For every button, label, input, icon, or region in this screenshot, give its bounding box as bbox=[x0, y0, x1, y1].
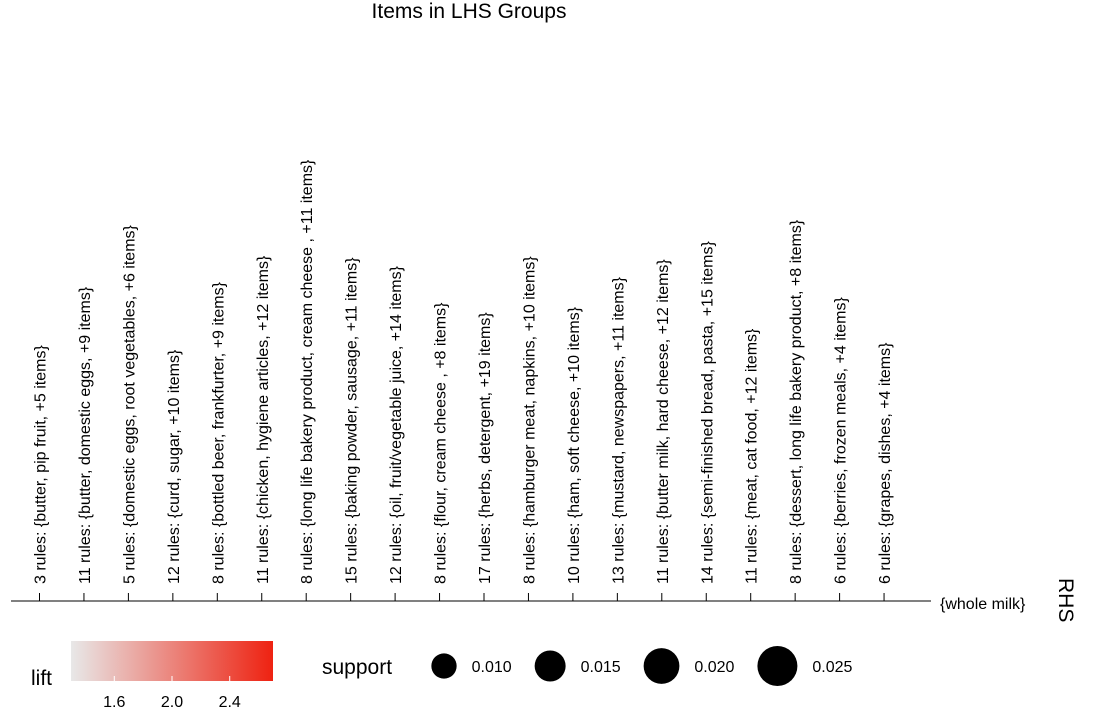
lhs-group-label: 17 rules: {herbs, detergent, +19 items} bbox=[477, 312, 494, 584]
lhs-group-label: 6 rules: {berries, frozen meals, +4 item… bbox=[833, 297, 850, 584]
lift-legend-title: lift bbox=[31, 667, 52, 690]
support-key-label: 0.015 bbox=[581, 659, 621, 676]
lhs-group-label: 5 rules: {domestic eggs, root vegetables… bbox=[121, 224, 138, 584]
support-legend-title: support bbox=[322, 656, 392, 679]
lift-tick-label: 2.4 bbox=[219, 694, 241, 711]
support-key-circle bbox=[643, 648, 680, 684]
support-key-label: 0.025 bbox=[812, 659, 852, 676]
lhs-group-label: 11 rules: {chicken, hygiene articles, +1… bbox=[255, 255, 272, 584]
lhs-group-label: 11 rules: {meat, cat food, +12 items} bbox=[744, 328, 761, 584]
lhs-group-label: 8 rules: {dessert, long life bakery prod… bbox=[788, 219, 805, 584]
chart-title: Items in LHS Groups bbox=[372, 0, 567, 23]
rhs-item-label: {whole milk} bbox=[940, 596, 1026, 613]
support-legend: support 0.010 0.015 0.020 0.025 bbox=[322, 646, 853, 686]
support-key-circle bbox=[534, 650, 566, 682]
lhs-group-label: 14 rules: {semi-finished bread, pasta, +… bbox=[699, 240, 716, 584]
lift-legend-ticks: 1.6 2.0 2.4 bbox=[103, 676, 241, 711]
lift-color-bar bbox=[71, 641, 273, 681]
lhs-group-label: 12 rules: {oil, fruit/vegetable juice, +… bbox=[388, 265, 405, 584]
lhs-group-label: 15 rules: {baking powder, sausage, +11 i… bbox=[344, 257, 361, 584]
support-legend-keys: 0.010 0.015 0.020 0.025 bbox=[431, 646, 853, 686]
lhs-group-label: 6 rules: {grapes, dishes, +4 items} bbox=[877, 342, 894, 584]
support-key-label: 0.010 bbox=[472, 659, 512, 676]
lhs-group-label: 11 rules: {butter, domestic eggs, +9 ite… bbox=[77, 286, 94, 584]
lhs-group-labels: 3 rules: {butter, pip fruit, +5 items} 11… bbox=[33, 159, 895, 584]
lhs-group-label: 11 rules: {butter milk, hard cheese, +12… bbox=[655, 259, 672, 584]
lhs-group-label: 8 rules: {hamburger meat, napkins, +10 i… bbox=[521, 256, 538, 584]
support-key-label: 0.020 bbox=[694, 659, 734, 676]
lift-tick-label: 1.6 bbox=[103, 694, 125, 711]
lhs-group-label: 10 rules: {ham, soft cheese, +10 items} bbox=[566, 306, 583, 584]
lift-legend: lift 1.6 2.0 2.4 bbox=[31, 641, 273, 711]
lhs-group-label: 13 rules: {mustard, newspapers, +11 item… bbox=[610, 276, 627, 584]
lhs-group-label: 8 rules: {bottled beer, frankfurter, +9 … bbox=[210, 281, 227, 584]
x-axis bbox=[11, 593, 931, 602]
support-key-circle bbox=[757, 646, 798, 686]
y-axis-label: RHS bbox=[1054, 578, 1077, 622]
lhs-group-label: 8 rules: {long life bakery product, crea… bbox=[299, 159, 316, 584]
lift-tick-label: 2.0 bbox=[161, 694, 183, 711]
lhs-group-label: 8 rules: {flour, cream cheese , +8 items… bbox=[433, 302, 450, 584]
lhs-group-label: 12 rules: {curd, sugar, +10 items} bbox=[166, 349, 183, 584]
support-key-circle bbox=[431, 653, 457, 679]
lhs-group-label: 3 rules: {butter, pip fruit, +5 items} bbox=[33, 345, 50, 584]
